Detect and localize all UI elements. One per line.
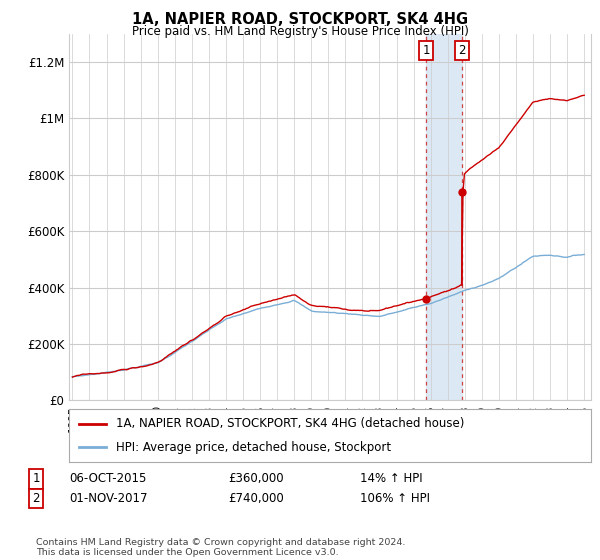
Text: 01-NOV-2017: 01-NOV-2017 bbox=[69, 492, 148, 505]
Text: 1A, NAPIER ROAD, STOCKPORT, SK4 4HG (detached house): 1A, NAPIER ROAD, STOCKPORT, SK4 4HG (det… bbox=[116, 417, 464, 430]
Text: 2: 2 bbox=[32, 492, 40, 505]
Text: Price paid vs. HM Land Registry's House Price Index (HPI): Price paid vs. HM Land Registry's House … bbox=[131, 25, 469, 38]
Text: 14% ↑ HPI: 14% ↑ HPI bbox=[360, 472, 422, 486]
Text: 1: 1 bbox=[32, 472, 40, 486]
Text: £360,000: £360,000 bbox=[228, 472, 284, 486]
Text: 2: 2 bbox=[458, 44, 466, 57]
Text: 1A, NAPIER ROAD, STOCKPORT, SK4 4HG: 1A, NAPIER ROAD, STOCKPORT, SK4 4HG bbox=[132, 12, 468, 27]
Bar bbox=[427, 34, 462, 400]
Text: £740,000: £740,000 bbox=[228, 492, 284, 505]
Text: Contains HM Land Registry data © Crown copyright and database right 2024.
This d: Contains HM Land Registry data © Crown c… bbox=[36, 538, 406, 557]
Text: 1: 1 bbox=[422, 44, 430, 57]
Text: HPI: Average price, detached house, Stockport: HPI: Average price, detached house, Stoc… bbox=[116, 441, 391, 454]
Text: 06-OCT-2015: 06-OCT-2015 bbox=[69, 472, 146, 486]
Text: 106% ↑ HPI: 106% ↑ HPI bbox=[360, 492, 430, 505]
